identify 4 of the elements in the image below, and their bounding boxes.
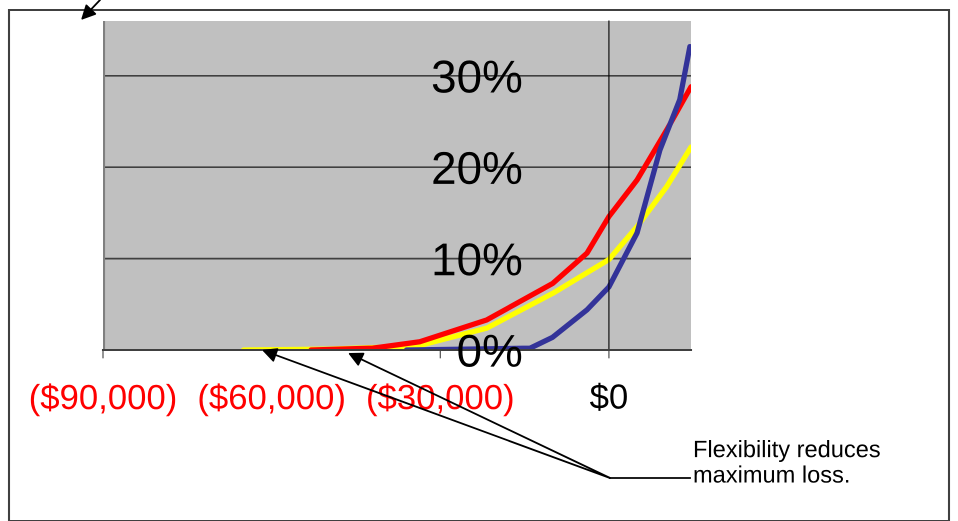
x-tick-label: ($90,000): [30, 383, 176, 416]
text: Flexibility reduces maximum loss.: [694, 440, 880, 483]
x-tick-label: ($60,000): [199, 383, 344, 416]
x-tick-label: $0: [590, 382, 627, 411]
